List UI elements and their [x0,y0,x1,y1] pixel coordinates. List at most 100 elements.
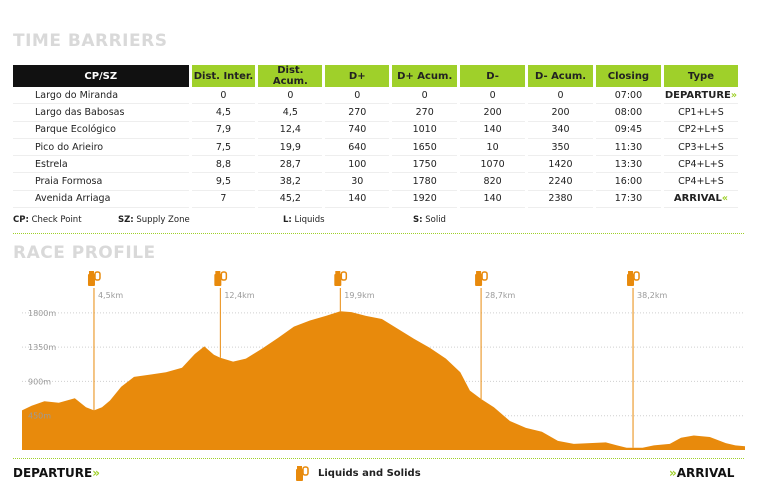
legend-l: L: Liquids [283,215,325,225]
cell-d-minus: 1070 [460,156,526,174]
divider-bottom [13,458,744,459]
cell-dist-inter: 8,8 [191,156,256,174]
cell-dist-inter: 0 [191,87,256,105]
cell-d-minus: 0 [460,87,526,105]
cell-d-minus-acum: 2380 [528,191,593,209]
type-label: DEPARTURE [664,89,731,101]
cell-d-plus-acum: 1650 [392,139,458,157]
col-dist-inter: Dist. Inter. [191,65,256,87]
type-label: ARRIVAL [673,193,722,205]
cell-d-minus-acum: 0 [528,87,593,105]
checkpoint-km-label: 19,9km [344,291,374,300]
cell-closing: 13:30 [595,156,661,174]
cell-d-minus-acum: 200 [528,104,593,122]
cell-name: Parque Ecológico [13,122,189,139]
cell-d-minus: 140 [460,191,526,209]
cell-dist-inter: 7 [191,191,256,209]
cell-closing: 17:30 [595,191,661,209]
race-profile-title: RACE PROFILE [13,243,156,263]
cell-dist-inter: 4,5 [191,104,256,122]
time-barriers-table: CP/SZ Dist. Inter. Dist. Acum. D+ D+ Acu… [10,65,741,209]
cell-type: CP4+L+S [663,156,738,174]
cell-d-minus-acum: 350 [528,139,593,157]
cell-dist-inter: 7,5 [191,139,256,157]
y-tick-label: 450m [28,412,51,421]
cell-d-plus-acum: 270 [392,104,458,122]
cell-d-plus-acum: 1010 [392,122,458,139]
drink-food-icon [475,271,488,286]
legend-s-key: S: [413,215,423,225]
cell-dist-acum: 19,9 [258,139,323,157]
cell-type: CP2+L+S [663,122,738,139]
y-tick-label: 900m [28,377,51,386]
col-closing: Closing [595,65,661,87]
cell-type: CP3+L+S [663,139,738,157]
table-row: Pico do Arieiro 7,5 19,9 640 1650 10 350 11:30 C… [13,139,738,157]
chevron-right-icon: » [730,89,738,101]
table-row: Largo do Miranda 0 0 0 0 0 0 07:00 DEPARTURE» [13,87,738,105]
table-row: Praia Formosa 9,5 38,2 30 1780 820 2240 16:00 CP… [13,173,738,191]
table-row: Parque Ecológico 7,9 12,4 740 1010 140 340 09:4… [13,122,738,139]
y-tick-label: 1800m [28,309,56,318]
col-d-plus: D+ [325,65,390,87]
cell-dist-inter: 9,5 [191,173,256,191]
cell-type: DEPARTURE» [663,87,738,105]
y-tick-label: 1350m [28,343,56,352]
cell-closing: 08:00 [595,104,661,122]
cell-d-plus-acum: 1780 [392,173,458,191]
drink-food-icon [627,271,640,286]
footer-arrival-text: ARRIVAL [676,466,735,480]
cell-d-minus: 200 [460,104,526,122]
cell-d-plus: 100 [325,156,390,174]
table-row: Avenida Arriaga 7 45,2 140 1920 140 2380 17:30 A… [13,191,738,209]
chevron-right-icon: » [92,466,100,480]
cell-closing: 11:30 [595,139,661,157]
cell-type: ARRIVAL« [663,191,738,209]
checkpoint-km-label: 12,4km [224,291,254,300]
cell-closing: 16:00 [595,173,661,191]
cell-closing: 09:45 [595,122,661,139]
table-header-row: CP/SZ Dist. Inter. Dist. Acum. D+ D+ Acu… [13,65,738,87]
footer-legend-text: Liquids and Solids [318,468,421,479]
cell-d-plus: 740 [325,122,390,139]
legend-sz-key: SZ: [118,215,134,225]
cell-d-minus-acum: 2240 [528,173,593,191]
cell-d-minus-acum: 1420 [528,156,593,174]
legend-cp: CP: Check Point [13,215,82,225]
cell-dist-acum: 38,2 [258,173,323,191]
legend-s-text: Solid [425,215,446,225]
checkpoint-km-label: 28,7km [485,291,515,300]
legend-sz-text: Supply Zone [136,215,190,225]
col-d-plus-acum: D+ Acum. [392,65,458,87]
table-row: Estrela 8,8 28,7 100 1750 1070 1420 13:30 CP4+L+… [13,156,738,174]
cell-name: Pico do Arieiro [13,139,189,157]
divider [13,233,744,234]
cell-closing: 07:00 [595,87,661,105]
cell-name: Estrela [13,156,189,174]
cell-d-plus: 270 [325,104,390,122]
cell-type: CP1+L+S [663,104,738,122]
cell-dist-acum: 4,5 [258,104,323,122]
cell-d-plus-acum: 0 [392,87,458,105]
legend-cp-key: CP: [13,215,29,225]
cell-d-plus: 140 [325,191,390,209]
table-row: Largo das Babosas 4,5 4,5 270 270 200 200 08:00… [13,104,738,122]
cell-d-minus: 820 [460,173,526,191]
drink-food-icon [214,271,228,286]
legend-l-text: Liquids [294,215,325,225]
cell-d-plus-acum: 1750 [392,156,458,174]
col-type: Type [663,65,738,87]
cell-dist-inter: 7,9 [191,122,256,139]
cell-dist-acum: 28,7 [258,156,323,174]
cell-d-plus: 30 [325,173,390,191]
legend-sz: SZ: Supply Zone [118,215,190,225]
cell-d-minus: 140 [460,122,526,139]
checkpoint-km-label: 4,5km [98,291,123,300]
elevation-area [22,311,745,450]
cell-name: Praia Formosa [13,173,189,191]
cell-dist-acum: 45,2 [258,191,323,209]
legend-cp-text: Check Point [31,215,82,225]
cell-dist-acum: 0 [258,87,323,105]
cell-dist-acum: 12,4 [258,122,323,139]
